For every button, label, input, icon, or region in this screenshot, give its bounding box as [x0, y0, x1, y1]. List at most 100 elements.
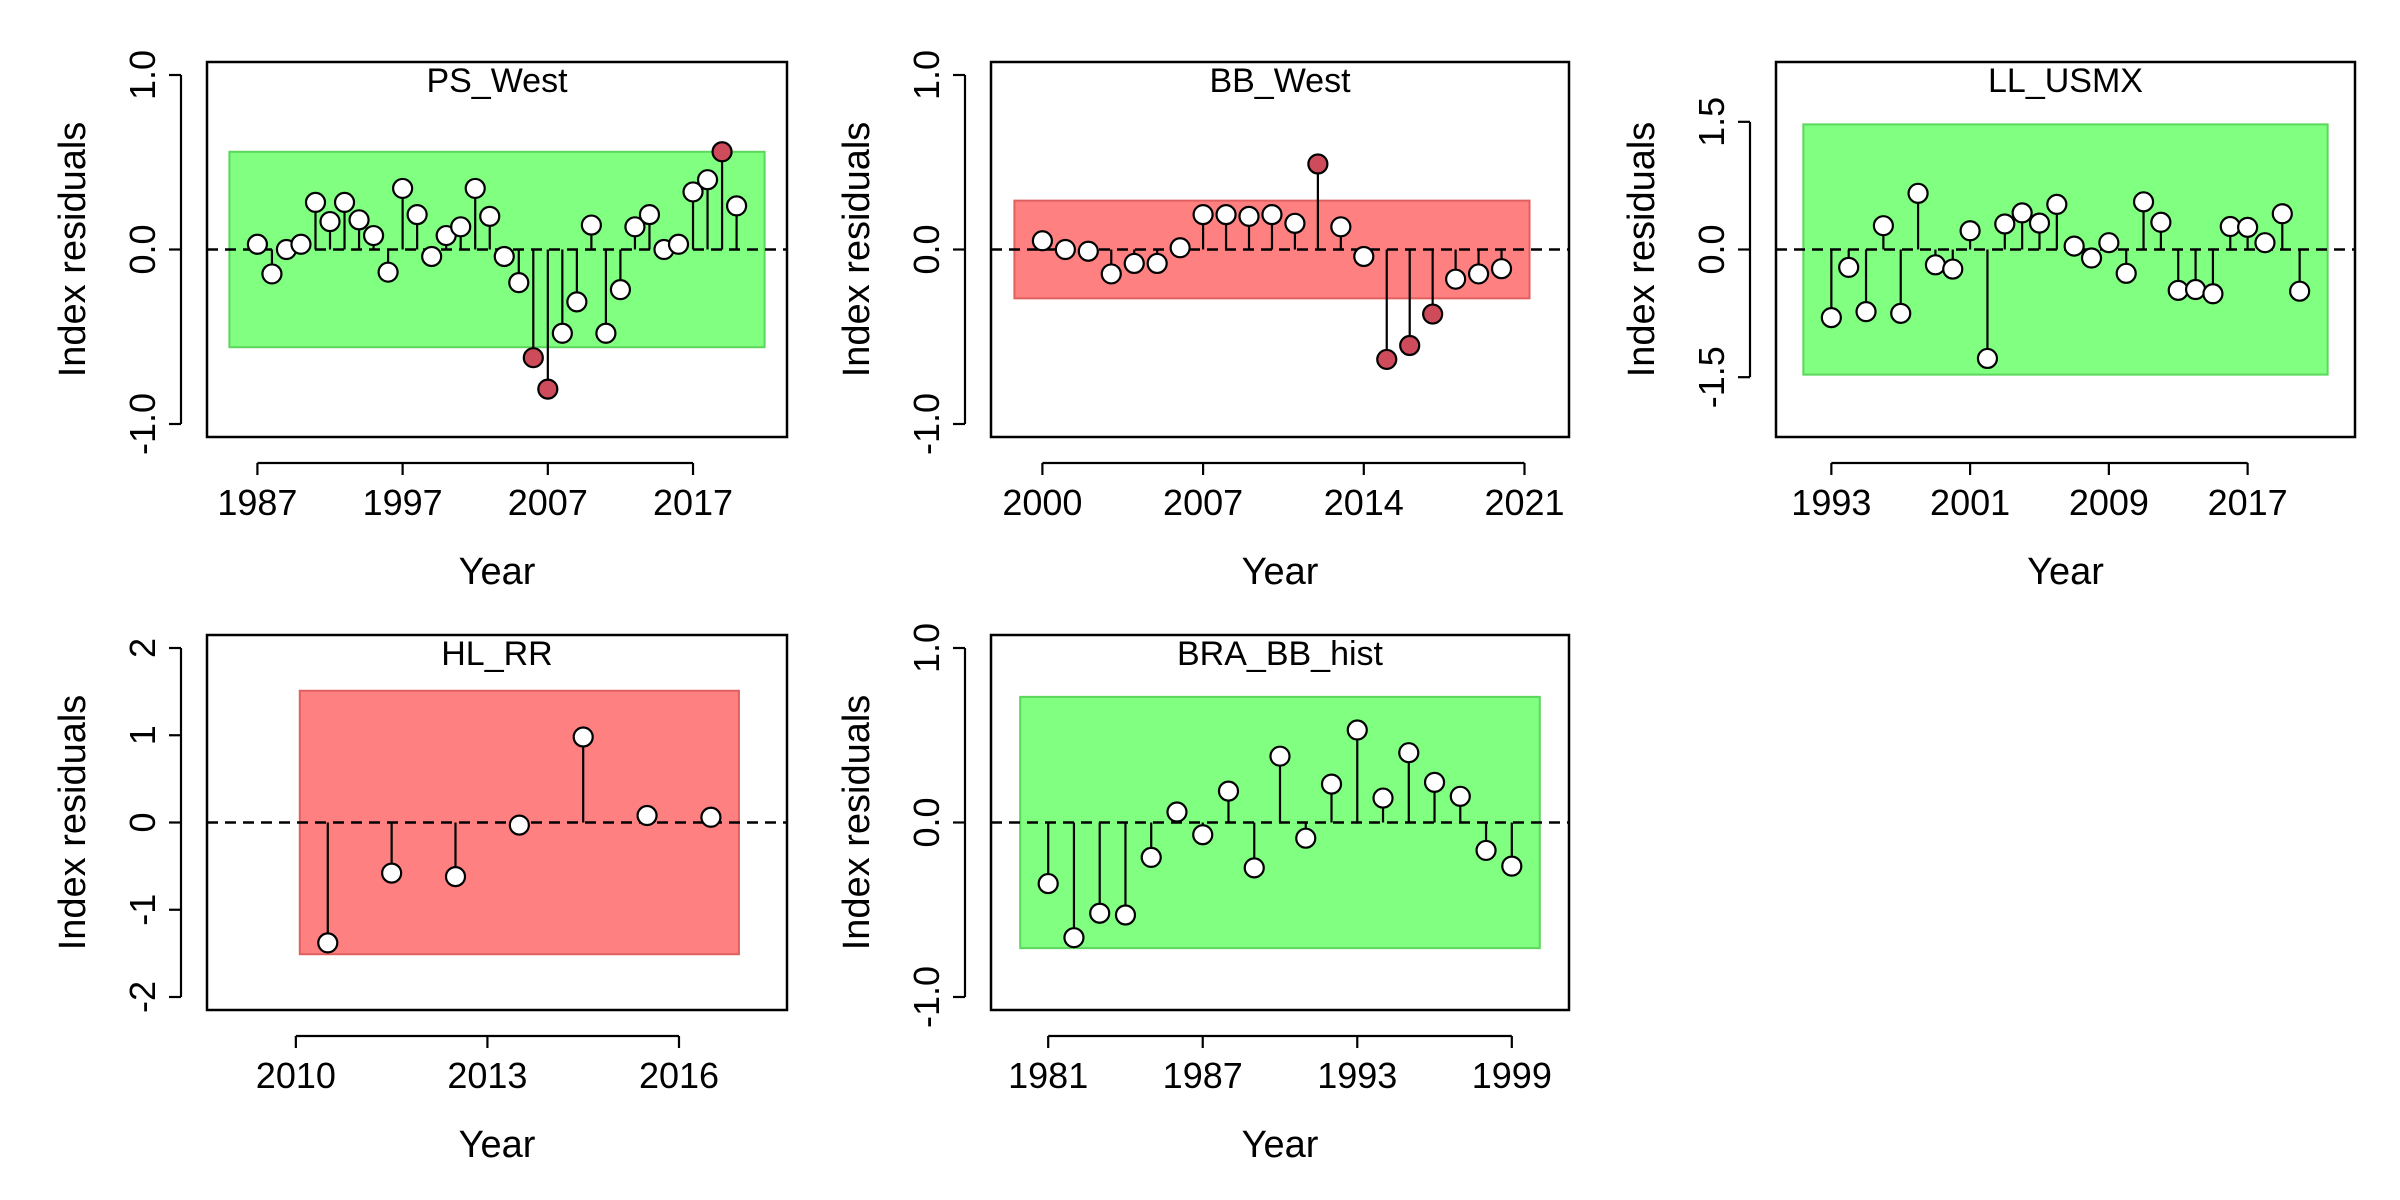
- y-tick-label: 2: [122, 638, 163, 658]
- x-tick-label: 1993: [1791, 482, 1871, 523]
- residual-point: [508, 814, 530, 836]
- y-tick-label: 1: [122, 725, 163, 745]
- x-tick-label: 2017: [653, 482, 733, 523]
- residual-point: [317, 932, 339, 954]
- plot-frame: [1774, 60, 2357, 439]
- residual-point: [290, 233, 312, 255]
- residual-point: [1146, 252, 1168, 275]
- outlier-point: [522, 347, 544, 369]
- y-tick-label: 1.5: [1691, 97, 1732, 147]
- residual-point: [1820, 306, 1842, 329]
- residual-point: [2098, 232, 2120, 254]
- residual-point: [1924, 254, 1947, 276]
- y-tick-label: 0: [122, 812, 163, 832]
- residual-point: [2237, 216, 2259, 238]
- residual-point: [1872, 215, 1894, 237]
- x-axis-title: Year: [2027, 551, 2104, 593]
- residual-point: [348, 209, 370, 231]
- y-tick-label: -1: [122, 894, 163, 926]
- x-axis-title: Year: [1242, 1124, 1319, 1166]
- residual-point: [700, 806, 722, 828]
- y-tick-label: -2: [122, 981, 163, 1013]
- residual-point: [2271, 203, 2293, 225]
- residual-point: [624, 216, 646, 238]
- residual-point: [319, 210, 341, 233]
- residual-panel-hl-rr: HL_RR -2 -1 0 1 2 2010 2013 2016 Year Index residu…: [52, 633, 789, 1166]
- residual-point: [508, 272, 530, 294]
- residual-point: [1890, 302, 1912, 324]
- y-tick-label: -1.0: [906, 966, 947, 1028]
- residual-point: [2219, 215, 2241, 238]
- residual-point: [2167, 279, 2189, 301]
- panel-title: PS_West: [426, 62, 568, 100]
- residual-point: [638, 204, 661, 226]
- y-tick-label: 1.0: [122, 50, 163, 100]
- outlier-point: [1422, 303, 1444, 325]
- residual-point: [406, 204, 428, 226]
- residual-point: [1269, 745, 1291, 767]
- residual-point: [1976, 347, 1999, 370]
- residual-point: [1398, 742, 1420, 764]
- residual-point: [1490, 258, 1513, 280]
- y-tick-label: -1.0: [906, 393, 947, 455]
- x-tick-label: 1993: [1317, 1055, 1397, 1096]
- residual-point: [1123, 252, 1145, 275]
- residual-point: [636, 804, 658, 827]
- residual-point: [551, 322, 573, 344]
- residual-point: [1114, 904, 1137, 926]
- y-axis-title: Index residuals: [52, 695, 94, 951]
- residual-point: [2289, 280, 2311, 302]
- residual-point: [1330, 216, 1352, 238]
- x-tick-label: 2001: [1930, 482, 2010, 523]
- residual-point: [362, 224, 385, 247]
- plot-frame: [989, 633, 1571, 1012]
- x-axis-title: Year: [459, 551, 536, 593]
- residual-point: [2063, 235, 2085, 257]
- residual-point: [1320, 773, 1343, 795]
- residual-point: [1353, 245, 1375, 268]
- residual-point: [1501, 855, 1523, 877]
- x-tick-label: 2010: [256, 1055, 336, 1096]
- residual-point: [444, 865, 467, 888]
- residual-point: [1295, 827, 1317, 849]
- x-tick-label: 1981: [1008, 1055, 1088, 1096]
- residual-point: [392, 177, 414, 200]
- residual-point: [2254, 232, 2276, 254]
- residual-point: [725, 195, 748, 217]
- panel-title: HL_RR: [441, 635, 552, 673]
- x-tick-label: 2000: [1002, 482, 1082, 523]
- residual-point: [2132, 191, 2155, 213]
- residual-point: [479, 205, 501, 227]
- residual-panel-ll-usmx: LL_USMX -1.5 0.0 1.5 1993 2001 2009 2017 Year Ind…: [1621, 60, 2357, 593]
- residual-point: [1166, 801, 1188, 823]
- residual-point: [696, 169, 719, 191]
- residual-point: [1467, 263, 1490, 285]
- residual-point: [1994, 213, 2016, 235]
- residual-point: [1217, 780, 1240, 802]
- residual-point: [421, 245, 443, 268]
- residual-point: [1959, 220, 1981, 242]
- panel-title: BRA_BB_hist: [1177, 635, 1384, 673]
- residual-point: [2184, 278, 2207, 301]
- x-tick-label: 2014: [1324, 482, 1404, 523]
- residual-panel-bra-bb-hist: BRA_BB_hist -1.0 0.0 1.0 1981 1987 1993 1999 Yea…: [836, 623, 1571, 1166]
- residual-point: [377, 261, 399, 283]
- residual-point: [1215, 204, 1237, 226]
- x-tick-label: 2009: [2069, 482, 2149, 523]
- plot-frame: [205, 633, 789, 1012]
- x-tick-label: 1987: [217, 482, 297, 523]
- outlier-point: [711, 141, 733, 163]
- residual-point: [1838, 256, 1860, 278]
- plot-frame: [989, 60, 1571, 439]
- y-tick-label: 0.0: [122, 224, 163, 274]
- residual-point: [2080, 247, 2103, 269]
- outlier-point: [537, 378, 559, 400]
- residual-point: [566, 291, 588, 313]
- residual-point: [1063, 927, 1085, 949]
- residual-point: [1855, 301, 1877, 323]
- residual-point: [1907, 182, 1929, 204]
- y-axis-title: Index residuals: [1621, 122, 1663, 378]
- residual-point: [2046, 193, 2068, 215]
- outlier-point: [1399, 334, 1421, 357]
- residual-point: [1077, 240, 1099, 262]
